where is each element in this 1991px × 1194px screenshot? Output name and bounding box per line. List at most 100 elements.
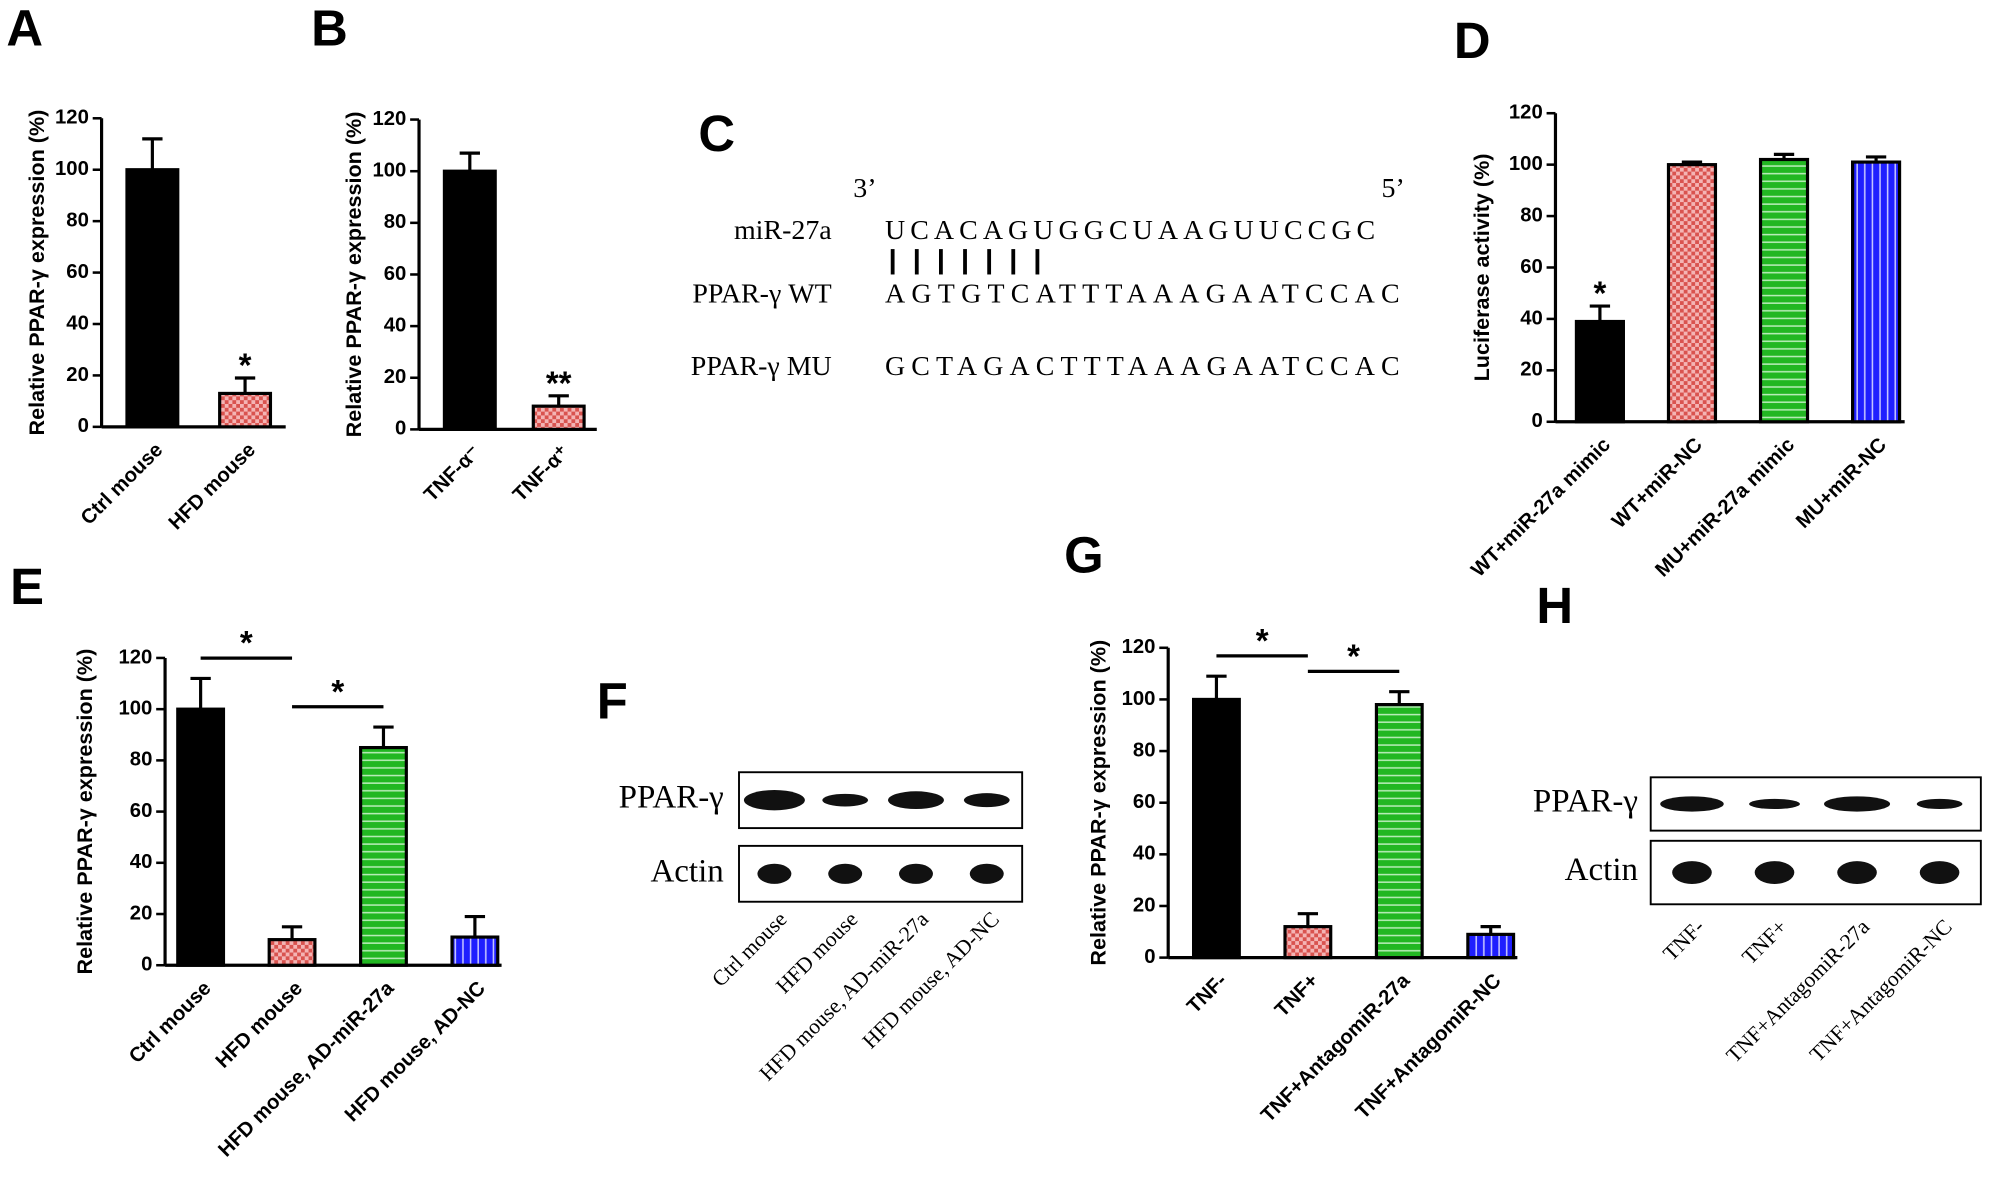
panel-label: B	[311, 0, 348, 56]
y-tick-label: 0	[141, 954, 152, 976]
y-tick-label: 40	[1520, 307, 1543, 329]
y-tick-label: 20	[1520, 359, 1543, 381]
x-tick-label: TNF-α⁺	[509, 441, 574, 506]
significance-mark: *	[1256, 622, 1269, 659]
lane-label: HFD mouse, AD-NC	[858, 907, 1004, 1053]
y-tick-label: 100	[1122, 688, 1156, 710]
y-tick-label: 120	[372, 108, 406, 130]
y-tick-label: 80	[66, 210, 89, 232]
blot-band	[743, 790, 805, 811]
pairing-lines	[890, 249, 1040, 275]
blot-band	[1824, 796, 1891, 812]
y-axis-label: Relative PPAR-γ expression (%)	[1085, 640, 1110, 966]
y-tick-label: 0	[1531, 410, 1542, 432]
x-tick-label: WT+miR-27a mimic	[1467, 434, 1615, 582]
sequence: AGTGTCATTTAAAGAATCCAC	[885, 278, 1400, 309]
bar	[218, 391, 273, 429]
bar	[1851, 160, 1902, 424]
y-axis-label: Relative PPAR-γ expression (%)	[341, 112, 366, 438]
bar	[176, 707, 226, 967]
y-tick-label: 40	[130, 851, 153, 873]
panel-label: C	[698, 105, 735, 162]
x-tick-label: HFD mouse	[165, 439, 260, 534]
bar	[450, 935, 500, 967]
y-tick-label: 40	[1133, 843, 1156, 865]
sequence-name: PPAR-γ MU	[691, 351, 832, 382]
y-tick-label: 40	[66, 312, 89, 334]
blot-band	[1672, 861, 1712, 884]
y-tick-label: 100	[372, 160, 406, 182]
y-axis-label: Relative PPAR-γ expression (%)	[72, 649, 97, 975]
y-tick-label: 80	[1133, 739, 1156, 761]
panel-label: G	[1064, 526, 1104, 583]
bar	[359, 745, 408, 967]
y-tick-label: 100	[118, 698, 152, 720]
y-axis-label: Luciferase activity (%)	[1469, 154, 1494, 382]
blot-row-label: Actin	[650, 853, 723, 889]
bar	[1574, 319, 1625, 424]
x-tick-label: TNF+	[1271, 970, 1323, 1022]
blot-band	[963, 793, 1010, 808]
significance-mark: *	[331, 673, 344, 710]
x-tick-label: TNF-α⁻	[420, 441, 485, 506]
y-tick-label: 40	[384, 314, 407, 336]
x-tick-label: HFD mouse, AD-miR-27a	[214, 977, 399, 1162]
lane-label: TNF+AntagomiR-27a	[1722, 914, 1875, 1067]
y-tick-label: 80	[384, 211, 407, 233]
sequence-end: 5’	[1382, 173, 1405, 204]
sequence: GCTAGACTTTAAAGAATCCAC	[885, 351, 1400, 382]
blot-row-label: PPAR-γ	[1533, 784, 1638, 820]
panel-label: E	[10, 558, 44, 615]
bar	[1191, 697, 1241, 960]
x-tick-label: MU+miR-NC	[1792, 434, 1891, 533]
blot-row-label: Actin	[1565, 852, 1638, 888]
y-tick-label: 60	[384, 263, 407, 285]
bar	[125, 168, 180, 429]
bar	[442, 169, 497, 431]
y-tick-label: 20	[66, 364, 89, 386]
blot-band	[1754, 861, 1795, 884]
y-tick-label: 60	[130, 800, 153, 822]
blot-band	[822, 793, 869, 807]
sequence-end: 3’	[853, 173, 876, 204]
y-tick-label: 120	[118, 646, 152, 668]
y-tick-label: 80	[1520, 204, 1543, 226]
bar	[1466, 932, 1516, 960]
significance-mark: *	[1347, 637, 1360, 674]
blot-band	[1919, 861, 1960, 884]
y-tick-label: 20	[1133, 894, 1156, 916]
y-tick-label: 60	[66, 261, 89, 283]
significance-mark: *	[240, 624, 253, 661]
x-tick-label: WT+miR-NC	[1608, 434, 1707, 533]
blot-band	[1749, 798, 1800, 810]
x-tick-label: Ctrl mouse	[77, 439, 168, 530]
panel-label: A	[6, 0, 43, 56]
blot-band	[1837, 861, 1877, 884]
blot-band	[1916, 798, 1963, 810]
y-tick-label: 0	[1144, 946, 1155, 968]
bar	[1758, 157, 1810, 424]
sequence: UCACAGUGGCUAAGUUCCGC	[885, 215, 1375, 246]
x-tick-label: Ctrl mouse	[125, 977, 216, 1068]
bar	[531, 404, 586, 431]
panel-label: F	[597, 672, 628, 729]
x-tick-label: TNF-	[1183, 970, 1231, 1018]
y-tick-label: 120	[1122, 636, 1156, 658]
x-tick-label: TNF+AntagomiR-27a	[1257, 969, 1415, 1127]
y-tick-label: 20	[130, 902, 153, 924]
blot-band	[888, 791, 944, 810]
y-tick-label: 100	[1509, 153, 1543, 175]
blot-band	[757, 863, 792, 884]
significance-mark: *	[1593, 275, 1606, 312]
bar	[267, 938, 317, 967]
lane-label: TNF+	[1737, 915, 1791, 969]
blot-band	[828, 863, 863, 884]
lane-label: TNF-	[1658, 915, 1709, 966]
significance-mark: *	[239, 347, 252, 384]
y-axis-label: Relative PPAR-γ expression (%)	[24, 110, 49, 436]
y-tick-label: 0	[395, 418, 406, 440]
panel-label: H	[1536, 577, 1573, 634]
y-tick-label: 80	[130, 749, 153, 771]
blot-row-label: PPAR-γ	[619, 780, 724, 816]
x-tick-label: HFD mouse	[212, 977, 307, 1072]
